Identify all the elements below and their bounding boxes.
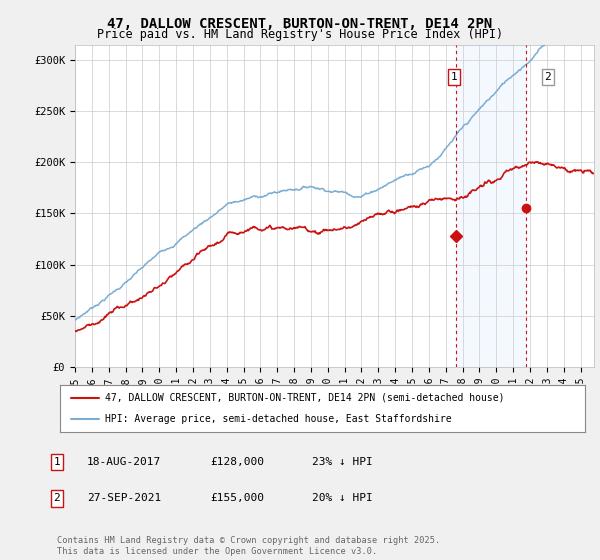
Text: Price paid vs. HM Land Registry's House Price Index (HPI): Price paid vs. HM Land Registry's House …	[97, 28, 503, 41]
Text: 2: 2	[544, 72, 551, 82]
Text: 27-SEP-2021: 27-SEP-2021	[87, 493, 161, 503]
Text: HPI: Average price, semi-detached house, East Staffordshire: HPI: Average price, semi-detached house,…	[104, 414, 451, 424]
Text: 1: 1	[53, 457, 61, 467]
Bar	[457, 45, 526, 367]
Text: £128,000: £128,000	[210, 457, 264, 467]
Text: 1: 1	[451, 72, 457, 82]
Text: 2: 2	[53, 493, 61, 503]
Text: 18-AUG-2017: 18-AUG-2017	[87, 457, 161, 467]
Text: 47, DALLOW CRESCENT, BURTON-ON-TRENT, DE14 2PN (semi-detached house): 47, DALLOW CRESCENT, BURTON-ON-TRENT, DE…	[104, 393, 504, 403]
Text: 23% ↓ HPI: 23% ↓ HPI	[312, 457, 373, 467]
Text: Contains HM Land Registry data © Crown copyright and database right 2025.
This d: Contains HM Land Registry data © Crown c…	[57, 536, 440, 556]
Text: 47, DALLOW CRESCENT, BURTON-ON-TRENT, DE14 2PN: 47, DALLOW CRESCENT, BURTON-ON-TRENT, DE…	[107, 17, 493, 31]
Text: £155,000: £155,000	[210, 493, 264, 503]
Text: 20% ↓ HPI: 20% ↓ HPI	[312, 493, 373, 503]
